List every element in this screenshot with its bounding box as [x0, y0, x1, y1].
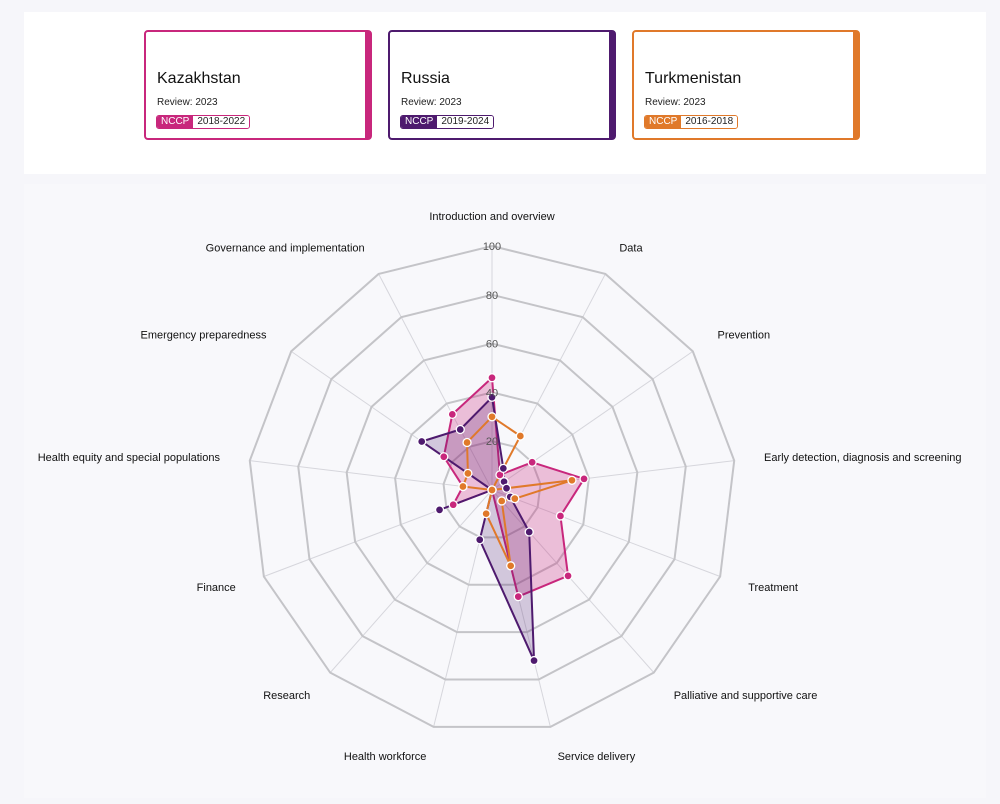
data-point-kazakhstan	[555, 511, 566, 521]
nccp-years: 2019-2024	[437, 116, 494, 128]
grid-ring	[394, 391, 590, 586]
axis-label: Early detection, diagnosis and screening	[764, 452, 962, 464]
tick-label: 40	[486, 387, 498, 399]
nccp-tag: NCCP	[401, 116, 438, 128]
nccp-years: 2018-2022	[193, 116, 250, 128]
card-review-year: Review: 2023	[401, 97, 462, 108]
axis-label: Introduction and overview	[429, 211, 554, 223]
data-point-turkmenistan	[481, 509, 491, 519]
card-review-year: Review: 2023	[157, 97, 218, 108]
axis-label: Data	[619, 242, 643, 254]
data-point-kazakhstan	[487, 373, 497, 383]
grid-ring	[297, 293, 687, 681]
data-point-russia	[498, 463, 508, 474]
axis-label: Emergency preparedness	[141, 329, 267, 341]
card-country-name: Kazakhstan	[157, 70, 241, 87]
data-point-kazakhstan	[513, 591, 523, 602]
data-point-turkmenistan	[463, 468, 473, 479]
data-point-turkmenistan	[462, 437, 472, 448]
tick-label: 60	[486, 339, 498, 351]
data-point-turkmenistan	[487, 412, 497, 422]
data-point-kazakhstan	[527, 457, 537, 467]
data-point-kazakhstan	[439, 452, 449, 462]
data-point-turkmenistan	[458, 481, 468, 492]
data-point-russia	[434, 505, 445, 515]
card-country-name: Russia	[401, 70, 450, 87]
data-point-kazakhstan	[579, 474, 589, 484]
axis-label: Palliative and supportive care	[674, 690, 818, 702]
grid-spoke	[378, 273, 493, 491]
card-country-name: Turkmenistan	[645, 70, 742, 87]
card-review-year: Review: 2023	[645, 97, 706, 108]
data-point-kazakhstan	[448, 500, 458, 510]
axis-label: Research	[263, 690, 310, 702]
axis-label: Service delivery	[558, 751, 636, 763]
axis-label: Health equity and special populations	[38, 452, 221, 464]
data-point-russia	[417, 436, 427, 447]
tick-label: 80	[486, 290, 498, 302]
country-card[interactable]: Kazakhstan Review: 2023 NCCP 2018-2022	[144, 30, 372, 140]
nccp-badge: NCCP 2018-2022	[156, 115, 251, 129]
data-point-kazakhstan	[447, 409, 457, 420]
grid-spoke	[329, 489, 493, 673]
nccp-tag: NCCP	[157, 116, 194, 128]
tick-label: 100	[483, 241, 501, 253]
data-point-kazakhstan	[563, 571, 573, 581]
country-cards-panel: Kazakhstan Review: 2023 NCCP 2018-2022 R…	[24, 12, 986, 174]
radar-chart-panel: 20 40 60 80 100 Introduction and overview Data…	[24, 184, 986, 798]
axis-label: Governance and implementation	[206, 242, 365, 254]
data-point-russia	[529, 655, 539, 666]
data-point-russia	[475, 535, 485, 545]
axis-label: Finance	[197, 582, 236, 594]
data-point-turkmenistan	[506, 561, 516, 571]
grid-spoke	[249, 460, 493, 491]
data-point-russia	[524, 527, 534, 537]
nccp-years: 2016-2018	[681, 116, 738, 128]
nccp-badge: NCCP 2016-2018	[644, 115, 739, 129]
data-point-turkmenistan	[567, 475, 577, 485]
data-point-turkmenistan	[510, 494, 520, 504]
grid-ring	[345, 342, 639, 634]
data-point-russia	[487, 392, 497, 402]
nccp-badge: NCCP 2019-2024	[400, 115, 495, 129]
grid-ring	[248, 244, 736, 728]
data-point-russia	[455, 424, 465, 435]
axis-label: Health workforce	[344, 751, 427, 763]
axis-label: Treatment	[748, 582, 798, 594]
data-point-turkmenistan	[487, 485, 497, 495]
nccp-tag: NCCP	[645, 116, 682, 128]
country-card[interactable]: Russia Review: 2023 NCCP 2019-2024	[388, 30, 616, 140]
data-point-turkmenistan	[497, 496, 507, 506]
grid-spoke	[491, 350, 694, 491]
country-card[interactable]: Turkmenistan Review: 2023 NCCP 2016-2018	[632, 30, 860, 140]
grid-spoke	[491, 489, 721, 577]
axis-label: Prevention	[717, 329, 770, 341]
tick-label: 20	[486, 436, 498, 448]
grid-spoke	[491, 489, 655, 673]
radar-chart: 20 40 60 80 100 Introduction and overview Data…	[38, 211, 962, 763]
data-point-turkmenistan	[515, 431, 525, 441]
data-point-russia	[501, 483, 512, 493]
